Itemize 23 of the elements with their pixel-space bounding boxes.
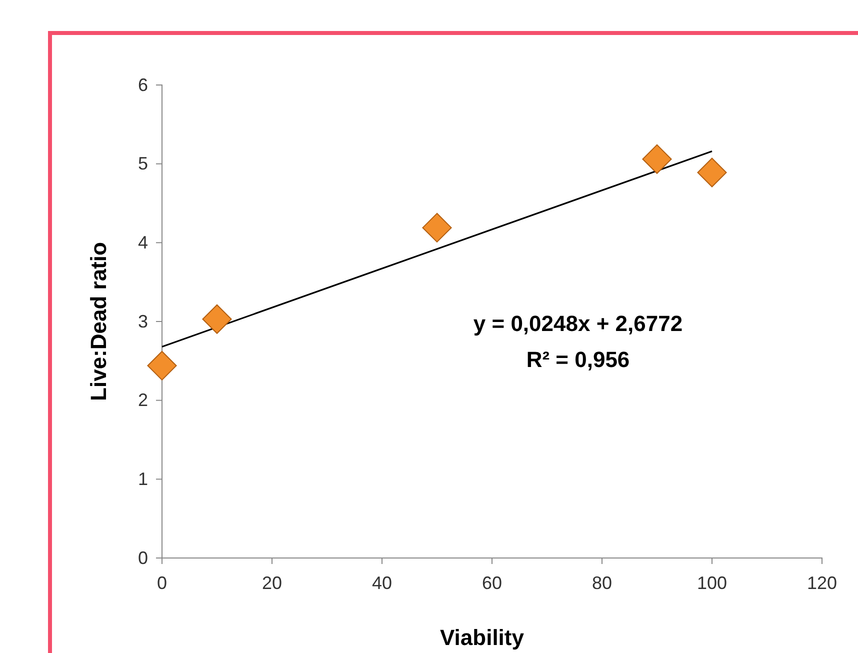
y-tick-label: 1 (138, 468, 148, 489)
y-tick-label: 0 (138, 548, 148, 568)
annotation: R² = 0,956 (526, 347, 630, 372)
y-tick-label: 5 (138, 154, 148, 174)
x-tick-label: 120 (806, 572, 838, 593)
point (147, 350, 177, 380)
y-tick-label: 3 (138, 311, 148, 332)
y-tick-label: 6 (138, 74, 148, 95)
point (202, 304, 232, 334)
point (422, 212, 452, 242)
x-tick-label: 0 (156, 572, 168, 593)
y-tick-label: 2 (138, 390, 148, 410)
y-axis-title: Live:Dead ratio (86, 242, 111, 401)
x-tick-label: 60 (482, 572, 502, 593)
x-tick-label: 100 (696, 572, 728, 593)
x-tick-label: 80 (592, 572, 612, 593)
y-tick-label: 4 (138, 232, 148, 252)
point (697, 158, 727, 188)
point (642, 144, 672, 174)
annotation: y = 0,0248x + 2,6772 (473, 311, 683, 336)
x-tick-label: 40 (372, 572, 392, 593)
x-tick-label: 20 (262, 572, 282, 593)
x-axis-title: Viability (440, 625, 525, 650)
